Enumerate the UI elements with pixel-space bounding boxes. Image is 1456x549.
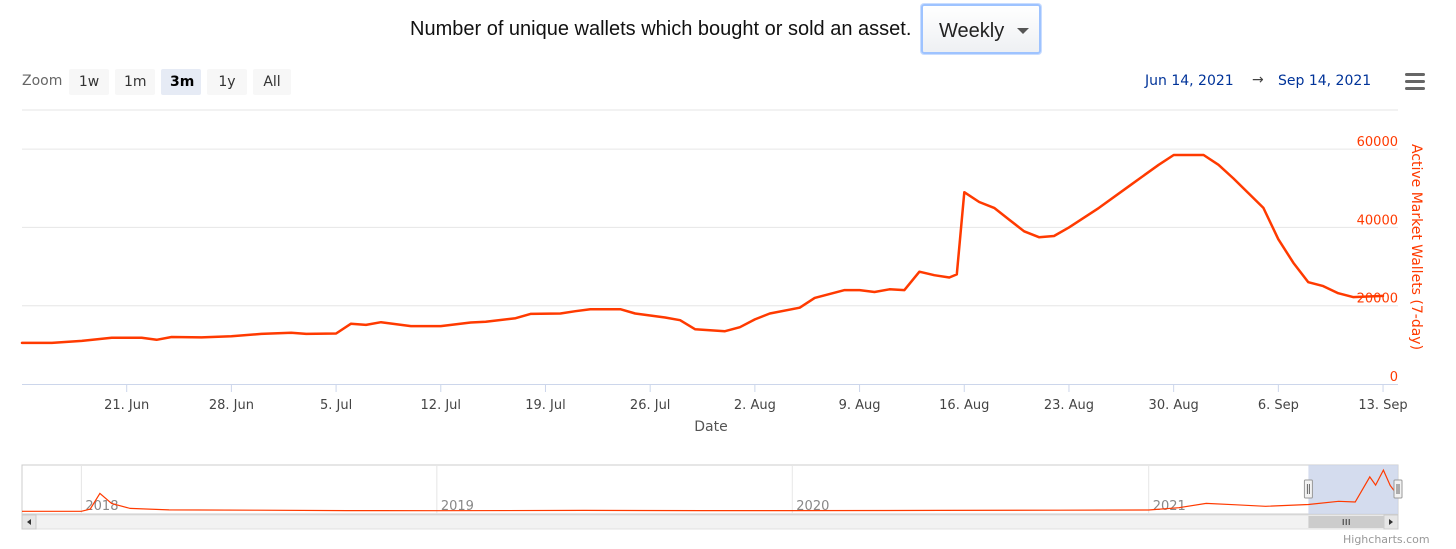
x-tick-label: 2. Aug — [734, 398, 776, 413]
credits-link[interactable]: Highcharts.com — [1343, 533, 1430, 546]
series-line-active-market-wallets[interactable] — [20, 153, 1385, 345]
x-tick-label: 9. Aug — [839, 398, 881, 413]
y-tick-label: 40000 — [1357, 213, 1398, 228]
period-select-value: Weekly — [939, 20, 1005, 42]
series-area — [20, 153, 1385, 345]
x-tick-label: 21. Jun — [104, 398, 149, 413]
zoom-button-1m[interactable]: 1m — [115, 69, 155, 95]
y-axis-title: Active Market Wallets (7-day) — [1408, 144, 1424, 350]
scroll-right-button[interactable] — [1383, 514, 1399, 530]
x-tick-label: 13. Sep — [1358, 398, 1407, 413]
x-tick-label: 5. Jul — [320, 398, 352, 413]
chevron-down-icon — [1017, 28, 1029, 34]
navigator: 2018 2019 2020 2021 — [21, 464, 1403, 530]
x-axis: 21. Jun 28. Jun 5. Jul 12. Jul 19. Jul 26. Ju… — [22, 384, 1408, 413]
navigator-series-line — [22, 468, 1399, 512]
navigator-year-label: 2019 — [441, 499, 474, 514]
navigator-handle-right[interactable] — [1393, 479, 1403, 499]
period-select[interactable]: Weekly — [921, 4, 1041, 54]
zoom-label: Zoom — [22, 73, 63, 89]
y-tick-label: 0 — [1390, 370, 1398, 385]
x-tick-label: 30. Aug — [1149, 398, 1199, 413]
zoom-button-1w[interactable]: 1w — [69, 69, 109, 95]
scroll-left-button[interactable] — [21, 514, 37, 530]
chart-description: Number of unique wallets which bought or… — [410, 18, 912, 40]
navigator-year-label: 2021 — [1153, 499, 1186, 514]
navigator-year-label: 2018 — [85, 499, 118, 514]
x-tick-label: 26. Jul — [630, 398, 671, 413]
x-tick-label: 6. Sep — [1258, 398, 1299, 413]
range-from-input[interactable]: Jun 14, 2021 — [1145, 73, 1234, 89]
navigator-frame — [21, 464, 1399, 515]
y-axis: 0 20000 40000 60000 — [1357, 135, 1398, 385]
navigator-handle-left[interactable] — [1303, 479, 1313, 499]
zoom-button-1y[interactable]: 1y — [207, 69, 247, 95]
y-tick-label: 20000 — [1357, 292, 1398, 307]
hamburger-menu-icon[interactable] — [1405, 73, 1425, 91]
x-tick-label: 23. Aug — [1044, 398, 1094, 413]
x-tick-label: 16. Aug — [939, 398, 989, 413]
chevron-left-icon — [27, 519, 31, 525]
range-to-input[interactable]: Sep 14, 2021 — [1278, 73, 1372, 89]
zoom-button-3m[interactable]: 3m — [161, 69, 201, 95]
navigator-year-label: 2020 — [796, 499, 829, 514]
chevron-right-icon — [1389, 519, 1393, 525]
x-tick-label: 12. Jul — [421, 398, 462, 413]
x-axis-title: Date — [694, 419, 727, 435]
y-tick-label: 60000 — [1357, 135, 1398, 150]
grid-lines — [22, 109, 1398, 307]
x-tick-label: 19. Jul — [525, 398, 566, 413]
x-tick-label: 28. Jun — [209, 398, 254, 413]
range-arrow: → — [1252, 72, 1264, 88]
chart-header: Number of unique wallets which bought or… — [0, 0, 1456, 60]
navigator-scrollbar-thumb[interactable] — [1308, 516, 1384, 528]
navigator-selection-mask[interactable] — [1308, 465, 1398, 514]
zoom-button-all[interactable]: All — [253, 69, 291, 95]
navigator-scrollbar-track[interactable] — [21, 514, 1399, 530]
